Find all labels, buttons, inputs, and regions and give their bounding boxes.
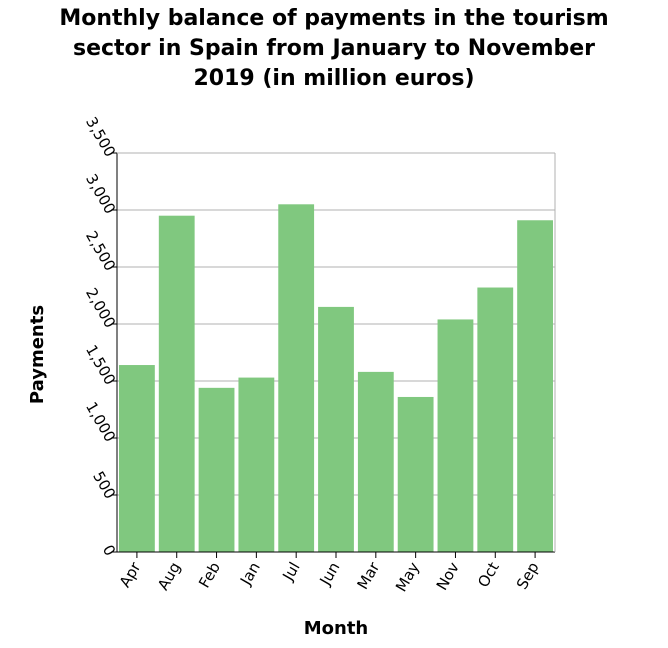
x-tick-label: Apr [116,558,145,590]
y-tick-label: 3,000 [82,171,119,217]
bar [238,377,275,552]
x-tick-label: Sep [513,559,543,592]
x-axis-label: Month [304,618,369,639]
bar [517,220,553,552]
x-tick-label: May [392,559,423,595]
axis-layer [111,152,556,558]
y-tick-label: 2,000 [82,285,119,331]
x-tick-label: Jan [236,559,264,589]
bar [119,365,155,552]
chart-title-line-3: 2019 (in million euros) [193,66,475,91]
x-tick-label: Jul [279,559,304,585]
bar [198,387,235,552]
x-tick-label: Feb [195,559,224,591]
x-tick-label: Aug [154,559,184,593]
y-tick-label: 1,500 [82,342,119,388]
x-tick-label: Oct [474,559,503,591]
chart-title-line-2: sector in Spain from January to November [72,36,596,61]
y-tick-label: 500 [89,468,119,502]
bar [158,215,195,552]
chart-title-line-1: Monthly balance of payments in the touri… [59,6,609,31]
bar [357,371,394,552]
bar [477,287,514,552]
chart-title: Monthly balance of payments in the touri… [0,4,668,94]
y-axis-label: Payments [27,305,48,404]
bar [318,306,354,552]
y-tick-label: 1,000 [82,399,119,445]
bar-layer [119,204,553,553]
y-tick-label: 3,500 [82,114,119,160]
y-tick-label: 0 [99,542,119,559]
x-tick-label: Jun [316,559,344,589]
y-tick-label: 2,500 [82,228,119,274]
bar [397,396,434,552]
bar [278,204,315,553]
bar [437,319,474,552]
x-tick-label: Nov [433,559,463,593]
x-tick-label: Mar [354,558,384,592]
